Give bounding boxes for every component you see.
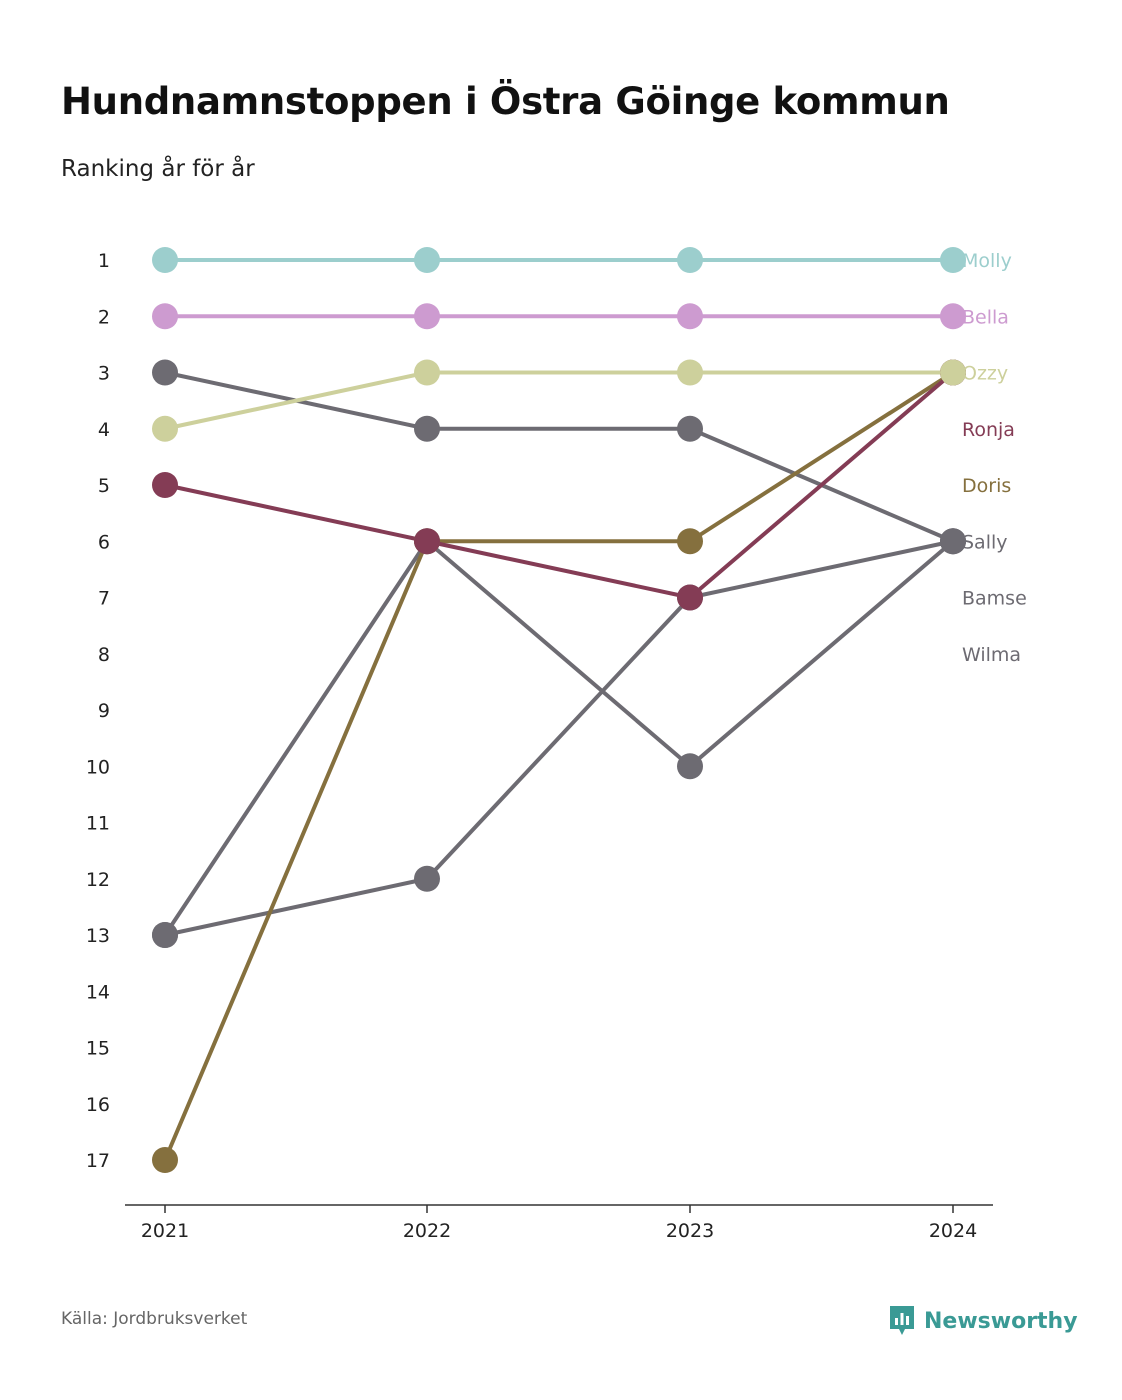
series-line-ozzy — [163, 370, 955, 431]
y-tick-label: 12 — [86, 869, 110, 891]
data-point-ronja — [152, 472, 178, 498]
data-point-doris — [677, 528, 703, 555]
y-tick-label: 14 — [86, 981, 110, 1003]
data-point-ozzy — [152, 415, 178, 442]
chart-subtitle: Ranking år för år — [61, 156, 255, 182]
x-tick-label: 2023 — [666, 1220, 714, 1242]
data-point-sally — [940, 528, 966, 555]
x-tick-label: 2024 — [929, 1220, 977, 1242]
data-point-molly — [940, 247, 966, 273]
data-point-ozzy — [414, 359, 440, 386]
series-label-doris: Doris — [962, 475, 1011, 497]
data-point-molly — [152, 247, 178, 273]
series-label-bella: Bella — [962, 306, 1009, 328]
data-point-wilma — [414, 865, 440, 892]
y-tick-label: 6 — [98, 531, 110, 553]
data-point-bella — [940, 303, 966, 330]
data-point-sally — [414, 415, 440, 442]
y-tick-label: 3 — [98, 363, 110, 385]
y-tick-label: 9 — [98, 700, 110, 722]
chart-title: Hundnamnstoppen i Östra Göinge kommun — [61, 80, 950, 123]
data-point-doris — [152, 1147, 178, 1173]
y-tick-label: 7 — [98, 588, 110, 610]
series-label-ozzy: Ozzy — [962, 363, 1008, 385]
y-tick-label: 4 — [98, 419, 110, 441]
data-point-bella — [677, 303, 703, 330]
series-label-ronja: Ronja — [962, 419, 1015, 441]
y-tick-label: 15 — [86, 1038, 110, 1060]
data-point-ozzy — [677, 359, 703, 386]
series-line-sally — [163, 370, 955, 544]
data-point-molly — [414, 247, 440, 273]
series-label-sally: Sally — [962, 531, 1008, 553]
y-tick-label: 17 — [86, 1150, 110, 1172]
data-point-bamse — [677, 753, 703, 780]
data-point-molly — [677, 247, 703, 273]
data-point-sally — [152, 359, 178, 386]
data-point-bella — [414, 303, 440, 330]
y-tick-label: 1 — [98, 250, 110, 272]
x-tick-label: 2021 — [141, 1220, 189, 1242]
y-tick-label: 10 — [86, 756, 110, 778]
series-label-wilma: Wilma — [962, 644, 1021, 666]
data-point-bamse — [152, 922, 178, 948]
data-point-ronja — [677, 584, 703, 611]
data-point-ozzy — [940, 359, 966, 386]
brand-name: Newsworthy — [924, 1308, 1078, 1334]
data-point-bella — [152, 303, 178, 330]
series-line-wilma — [163, 539, 955, 937]
data-point-sally — [677, 415, 703, 442]
data-point-ronja — [414, 528, 440, 555]
y-tick-label: 11 — [86, 813, 110, 835]
y-tick-label: 5 — [98, 475, 110, 497]
series-label-bamse: Bamse — [962, 588, 1027, 610]
y-tick-label: 13 — [86, 925, 110, 947]
y-tick-label: 2 — [98, 306, 110, 328]
series-line-doris — [163, 370, 955, 1162]
y-tick-label: 8 — [98, 644, 110, 666]
series-line-ronja — [163, 370, 955, 600]
brand-logo[interactable]: Newsworthy — [888, 1304, 1078, 1338]
x-tick-label: 2022 — [403, 1220, 451, 1242]
series-line-bamse — [163, 539, 955, 937]
newsworthy-logo-icon — [890, 1306, 914, 1335]
y-tick-label: 16 — [86, 1094, 110, 1116]
source-note: Källa: Jordbruksverket — [61, 1309, 248, 1329]
series-label-molly: Molly — [962, 250, 1012, 272]
